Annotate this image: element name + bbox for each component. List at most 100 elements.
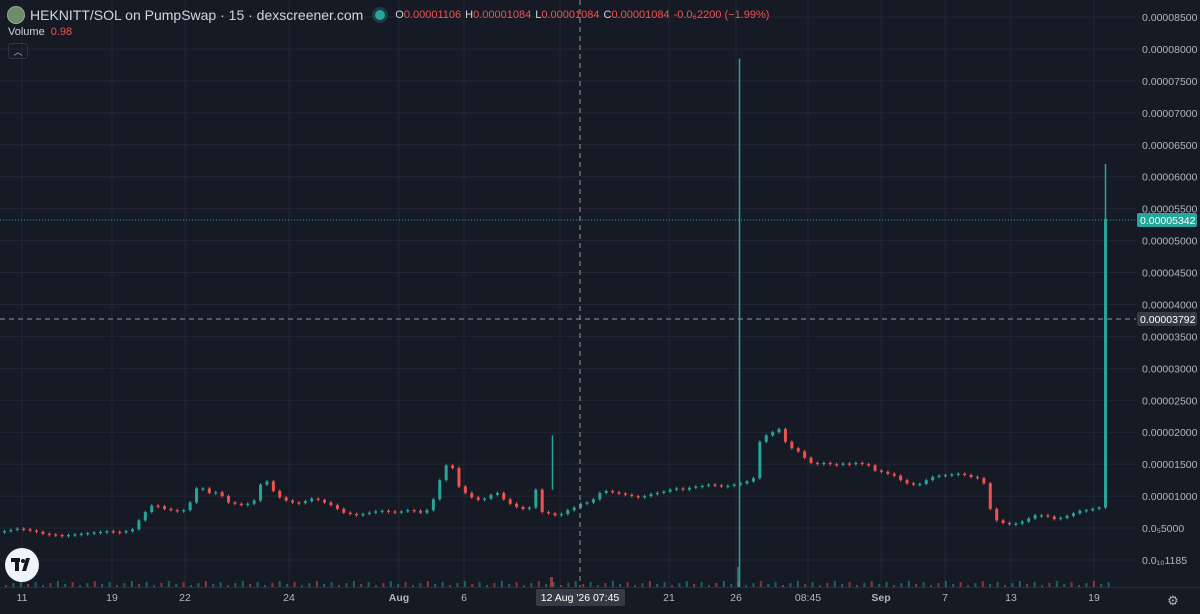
volume-bar: [752, 583, 755, 587]
volume-bar: [197, 583, 200, 587]
candle: [675, 488, 679, 490]
candle: [175, 510, 179, 512]
volume-bar: [175, 584, 178, 587]
volume-bar: [989, 584, 992, 587]
price-axis: [1136, 0, 1200, 614]
candle: [111, 531, 115, 533]
volume-bar: [1078, 585, 1080, 587]
volume-bar: [619, 584, 622, 587]
candle: [732, 484, 736, 486]
candle: [879, 470, 883, 472]
candle: [649, 494, 653, 497]
candle: [406, 510, 410, 512]
candle: [1091, 508, 1095, 511]
x-tick-label: 6: [461, 592, 467, 604]
volume-bar: [241, 581, 244, 587]
volume-bar: [730, 584, 733, 587]
volume-bar: [574, 581, 577, 587]
candle: [873, 465, 877, 471]
volume-bar: [959, 582, 962, 587]
volume-bar: [375, 585, 377, 587]
volume-bar: [626, 582, 629, 587]
volume-bar: [256, 582, 259, 587]
volume-bar: [545, 584, 548, 587]
candle: [739, 483, 743, 485]
candle: [713, 484, 717, 486]
volume-bar: [330, 582, 333, 587]
gear-icon[interactable]: ⚙: [1167, 593, 1179, 608]
candle: [1007, 522, 1011, 525]
volume-bar: [944, 581, 947, 587]
y-tick-label: 0.00005500: [1142, 204, 1198, 216]
volume-bar: [789, 583, 792, 587]
volume-bar: [922, 582, 925, 587]
candle: [150, 505, 154, 513]
candle: [771, 432, 775, 436]
candle: [387, 510, 391, 512]
candle: [854, 462, 858, 465]
volume-bar: [64, 584, 67, 587]
x-tick-label: Aug: [389, 592, 409, 604]
volume-bar: [160, 583, 163, 587]
volume-bar: [323, 584, 326, 587]
candle: [316, 498, 320, 500]
volume-bar: [449, 585, 451, 587]
candle: [758, 441, 762, 479]
volume-bar: [996, 582, 999, 587]
x-tick-label: 19: [106, 592, 118, 604]
volume-bar: [552, 582, 555, 587]
candle: [393, 511, 397, 513]
candle: [483, 498, 487, 500]
volume-bar: [589, 582, 592, 587]
candle: [438, 480, 442, 500]
volume-bar: [974, 583, 977, 587]
candle: [3, 531, 6, 533]
candle: [1097, 507, 1101, 509]
y-tick-label: 0.00001000: [1142, 491, 1198, 503]
candle: [67, 535, 71, 537]
volume-bar: [34, 582, 37, 587]
volume-bar: [101, 584, 104, 587]
x-tick-label: 11: [17, 592, 28, 604]
candle: [22, 528, 26, 530]
crosshair-price-badge: [1137, 312, 1197, 326]
volume-bar: [611, 581, 614, 587]
candle: [995, 508, 999, 521]
y-tick-label: 0.00004000: [1142, 299, 1198, 311]
candle: [1059, 517, 1063, 520]
y-tick-label: 0.00001500: [1142, 459, 1198, 471]
collapse-legend-button[interactable]: ︿: [8, 43, 28, 59]
volume-bar: [1092, 581, 1095, 587]
candle: [515, 503, 519, 507]
candle: [547, 512, 551, 514]
candle: [617, 492, 621, 494]
volume-bar: [893, 585, 895, 587]
volume-bar: [345, 583, 348, 587]
volume-bar: [463, 581, 466, 587]
candle: [521, 506, 525, 509]
volume-bar: [86, 583, 89, 587]
volume-bar: [293, 582, 296, 587]
crosshair-price-label: 0.00003792: [1140, 314, 1196, 326]
candle: [502, 492, 506, 500]
x-tick-label: 13: [1005, 592, 1017, 604]
candle: [220, 492, 224, 497]
ohlc-close: C0.00001084: [603, 9, 670, 21]
candle: [719, 485, 723, 487]
volume-bar: [870, 581, 873, 587]
volume-bar: [145, 582, 148, 587]
volume-bar: [397, 584, 400, 587]
volume-bar: [219, 582, 222, 587]
candle: [707, 484, 711, 486]
y-tick-label: 0.00002000: [1142, 427, 1198, 439]
tradingview-logo-icon[interactable]: [5, 548, 39, 582]
candle: [278, 490, 282, 498]
candle: [355, 513, 359, 516]
candle: [777, 429, 781, 433]
candle: [1065, 515, 1069, 518]
candle: [163, 506, 167, 509]
candle: [899, 475, 903, 481]
volume-bar: [737, 567, 740, 587]
candle: [969, 475, 973, 477]
